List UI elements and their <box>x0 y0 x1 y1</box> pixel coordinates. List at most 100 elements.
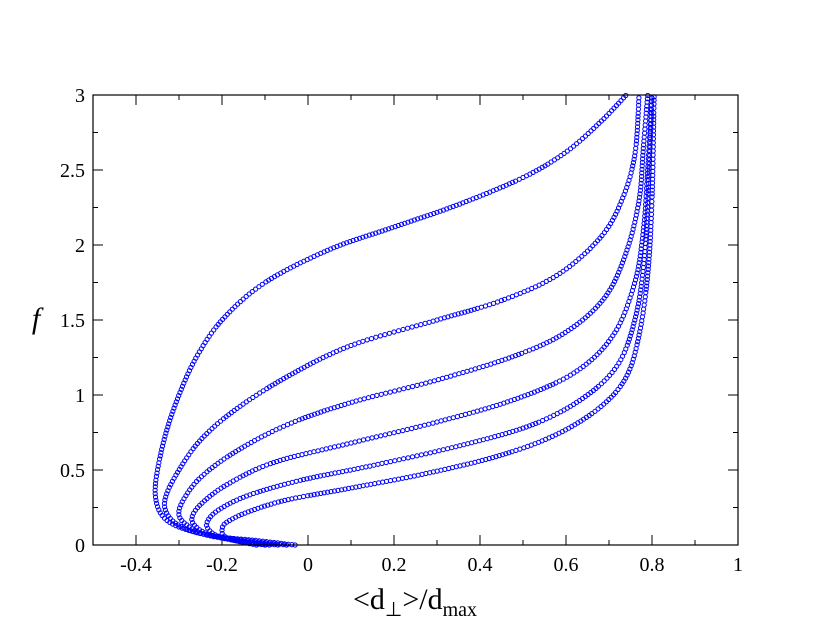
data-point <box>431 210 437 217</box>
data-point <box>166 421 172 427</box>
data-point <box>308 412 314 418</box>
data-point <box>634 134 640 140</box>
data-point <box>190 520 196 526</box>
data-point <box>157 453 163 459</box>
data-point <box>211 327 217 333</box>
data-point <box>567 146 574 152</box>
data-point <box>230 537 236 543</box>
data-point <box>447 205 453 211</box>
data-point <box>648 113 654 120</box>
data-point <box>203 522 210 528</box>
data-point <box>616 269 622 275</box>
data-point <box>571 143 577 149</box>
data-point <box>636 194 643 200</box>
data-point <box>574 141 580 147</box>
data-point <box>386 330 392 336</box>
data-point <box>170 408 176 414</box>
data-point <box>373 334 379 340</box>
data-point <box>629 230 635 236</box>
data-point <box>490 455 496 461</box>
x-tick-label: 0.6 <box>554 554 579 576</box>
data-point <box>636 95 642 101</box>
data-point <box>638 283 644 289</box>
data-point <box>360 234 366 240</box>
data-point <box>640 149 646 155</box>
data-point <box>493 454 499 460</box>
data-point <box>377 333 383 339</box>
data-point <box>604 375 610 381</box>
data-point <box>651 110 657 116</box>
data-point <box>159 443 166 449</box>
data-point <box>646 260 652 266</box>
data-point <box>331 488 338 494</box>
data-point <box>350 237 356 244</box>
data-point <box>647 238 653 245</box>
data-point <box>452 312 458 318</box>
data-point <box>645 263 652 269</box>
data-point <box>162 504 168 510</box>
data-point <box>645 270 651 276</box>
data-point <box>162 497 168 503</box>
data-point <box>382 332 388 338</box>
data-point <box>630 163 636 169</box>
data-point <box>471 306 477 312</box>
y-tick-labels: 0 0.5 1 1.5 2 2.5 3 <box>60 85 85 557</box>
data-point <box>162 507 168 513</box>
data-point <box>639 159 646 165</box>
data-point <box>152 484 158 490</box>
data-point <box>344 240 350 246</box>
data-point <box>398 221 405 227</box>
data-point <box>520 425 526 431</box>
data-point <box>169 411 175 417</box>
data-point <box>643 233 649 239</box>
data-point <box>201 471 207 477</box>
data-point <box>299 416 305 422</box>
data-point <box>637 290 643 296</box>
data-point <box>634 270 640 276</box>
data-point <box>311 474 317 480</box>
data-point <box>257 488 263 494</box>
data-point <box>530 422 536 428</box>
x-tick-label: 0.8 <box>640 554 665 576</box>
data-point <box>311 492 317 498</box>
data-point <box>221 535 227 541</box>
data-point <box>649 187 655 193</box>
data-point <box>506 450 512 456</box>
data-point <box>634 131 640 137</box>
data-point <box>392 388 398 394</box>
data-point <box>647 242 653 248</box>
data-point <box>167 418 173 424</box>
data-point <box>603 113 610 119</box>
data-point <box>159 446 165 452</box>
data-point <box>232 304 238 310</box>
data-point <box>243 293 249 300</box>
data-point <box>401 386 407 392</box>
data-point <box>424 213 430 219</box>
y-tick-label: 3 <box>75 85 85 107</box>
data-point <box>618 263 624 269</box>
data-point <box>564 148 570 154</box>
data-point <box>644 283 650 289</box>
data-point <box>613 275 619 281</box>
data-point <box>318 490 324 496</box>
data-point <box>632 317 638 323</box>
data-point <box>635 117 641 123</box>
data-point <box>176 393 182 399</box>
data-point <box>217 418 224 424</box>
x-tick-label: -0.4 <box>120 554 152 576</box>
data-point <box>573 258 579 265</box>
data-point <box>164 427 170 433</box>
data-point <box>347 239 353 245</box>
data-point <box>237 539 243 545</box>
data-point <box>173 399 179 405</box>
data-point <box>636 198 642 204</box>
data-point <box>177 515 183 521</box>
data-point <box>643 230 649 236</box>
data-point <box>411 217 417 223</box>
data-point <box>634 307 640 313</box>
data-point <box>325 489 331 495</box>
data-point <box>632 277 639 283</box>
data-point <box>636 260 642 266</box>
data-point <box>257 390 263 396</box>
